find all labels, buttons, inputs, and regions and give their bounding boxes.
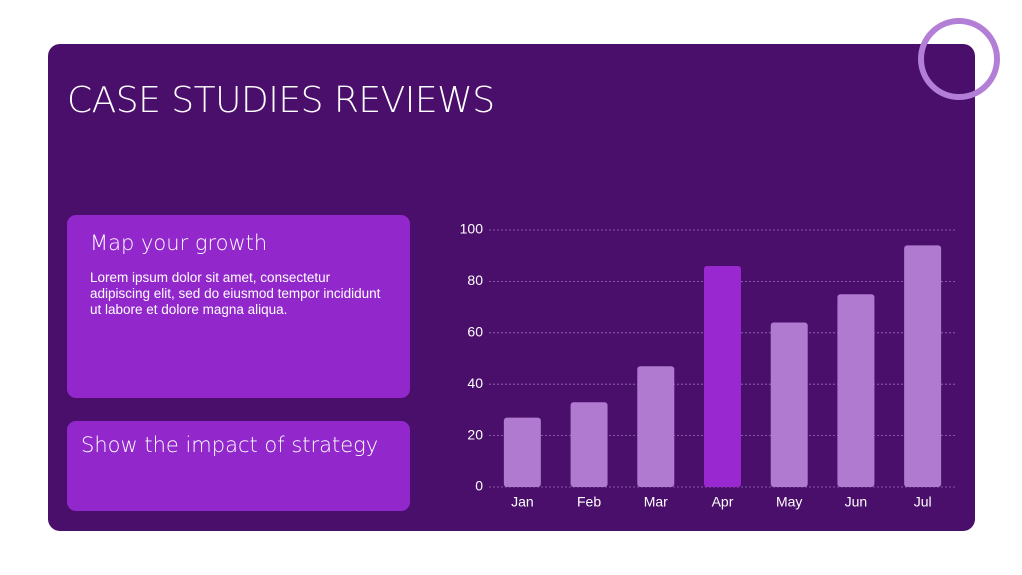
card-text: Lorem ipsum dolor sit amet, consectetur … xyxy=(90,270,381,317)
bar xyxy=(570,402,608,487)
bar xyxy=(904,245,942,487)
card: Show the impact of strategy xyxy=(67,421,410,511)
x-tick-label: May xyxy=(776,494,802,510)
bar xyxy=(503,417,541,487)
bar xyxy=(704,265,741,487)
y-tick-label: 80 xyxy=(467,272,483,288)
y-tick-label: 60 xyxy=(467,324,483,340)
x-tick-label: Jul xyxy=(914,494,932,510)
card-heading: Map your growth xyxy=(90,231,268,255)
card: Map your growth Lorem ipsum dolor sit am… xyxy=(67,215,410,398)
decor-ring xyxy=(918,18,1000,100)
y-tick-label: 40 xyxy=(467,375,483,391)
y-tick-label: 0 xyxy=(475,478,483,494)
card-heading: Show the impact of strategy xyxy=(81,433,379,457)
y-tick-label: 20 xyxy=(467,426,483,442)
x-tick-label: Jun xyxy=(845,494,868,510)
bar xyxy=(637,366,675,487)
x-tick-label: Mar xyxy=(644,494,668,510)
bar xyxy=(770,322,808,487)
x-tick-label: Apr xyxy=(712,494,734,510)
x-tick-label: Feb xyxy=(577,494,601,510)
y-tick-label: 100 xyxy=(460,221,484,237)
bar xyxy=(837,294,875,487)
x-tick-label: Jan xyxy=(511,494,534,510)
slide-title: CASE STUDIES REVIEWS xyxy=(67,80,495,121)
